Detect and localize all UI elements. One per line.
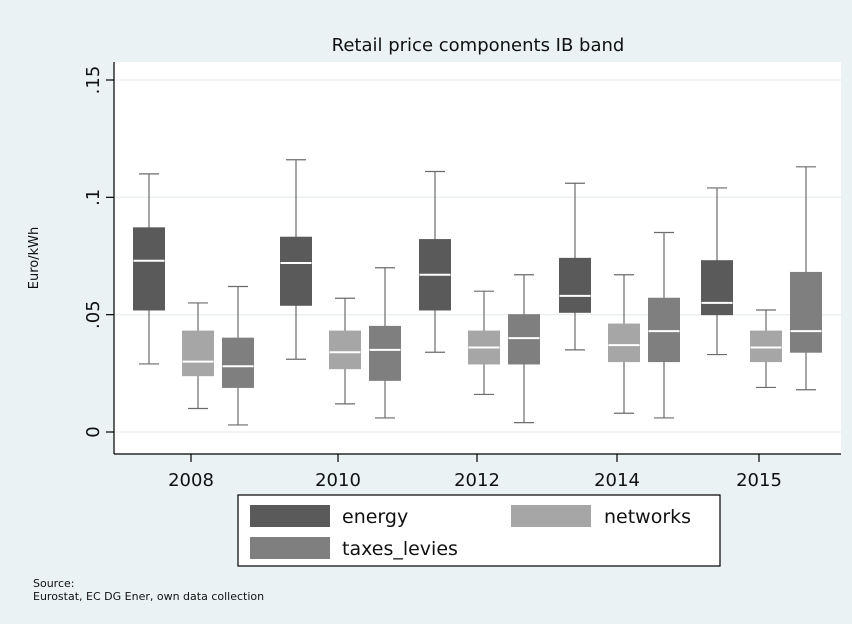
- x-tick-layer: 2008 2010 2012 2014 2015: [168, 454, 782, 491]
- box-iqr: [369, 325, 401, 381]
- y-tick-label: .1: [83, 189, 104, 206]
- x-tick-label: 2015: [736, 470, 782, 491]
- source-text: Eurostat, EC DG Ener, own data collectio…: [33, 590, 265, 603]
- box-iqr: [182, 330, 214, 377]
- box-iqr: [280, 236, 312, 306]
- y-tick-label: 0: [83, 426, 104, 437]
- box-networks-2015: [750, 309, 782, 389]
- box-layer: [133, 159, 822, 426]
- box-iqr: [559, 257, 591, 313]
- x-tick-label: 2014: [594, 470, 640, 491]
- x-tick-label: 2012: [454, 470, 500, 491]
- legend-label-networks: networks: [604, 506, 691, 528]
- legend-label-energy: energy: [342, 506, 408, 528]
- x-tick-label: 2008: [168, 470, 214, 491]
- box-networks-2014: [608, 274, 640, 414]
- y-tick-layer: 0 .05 .1 .15: [83, 66, 114, 438]
- y-tick-label: .05: [83, 300, 104, 329]
- box-iqr: [608, 323, 640, 363]
- x-tick-label: 2010: [315, 470, 361, 491]
- box-taxes_levies-2015: [790, 166, 822, 391]
- box-taxes_levies-2012: [508, 274, 540, 424]
- box-iqr: [648, 297, 680, 363]
- box-iqr: [329, 330, 361, 370]
- box-networks-2012: [468, 290, 500, 396]
- legend-swatch-energy: [250, 505, 330, 527]
- legend-swatch-taxes_levies: [250, 537, 330, 559]
- box-energy-2010: [280, 159, 312, 360]
- box-energy-2008: [133, 173, 165, 365]
- box-networks-2010: [329, 297, 361, 405]
- box-networks-2008: [182, 302, 214, 410]
- y-tick-label: .15: [83, 66, 104, 95]
- plot-area: [114, 62, 841, 454]
- box-energy-2012: [419, 170, 451, 353]
- box-iqr: [508, 314, 540, 365]
- chart-title: Retail price components IB band: [332, 35, 625, 56]
- box-iqr: [750, 330, 782, 363]
- box-iqr: [133, 227, 165, 311]
- box-taxes_levies-2010: [369, 267, 401, 419]
- source-note: Source: Eurostat, EC DG Ener, own data c…: [33, 577, 264, 603]
- box-energy-2014: [559, 182, 591, 351]
- legend-label-taxes_levies: taxes_levies: [342, 538, 458, 560]
- box-energy-2015: [701, 187, 733, 356]
- source-label: Source:: [33, 577, 75, 590]
- legend-swatch-networks: [511, 505, 591, 527]
- legend: energy networks taxes_levies: [237, 494, 721, 567]
- box-iqr: [701, 260, 733, 316]
- box-taxes_levies-2008: [222, 285, 254, 426]
- box-taxes_levies-2014: [648, 231, 680, 419]
- box-iqr: [222, 337, 254, 388]
- y-axis-label: Euro/kWh: [27, 227, 42, 289]
- box-iqr: [790, 271, 822, 353]
